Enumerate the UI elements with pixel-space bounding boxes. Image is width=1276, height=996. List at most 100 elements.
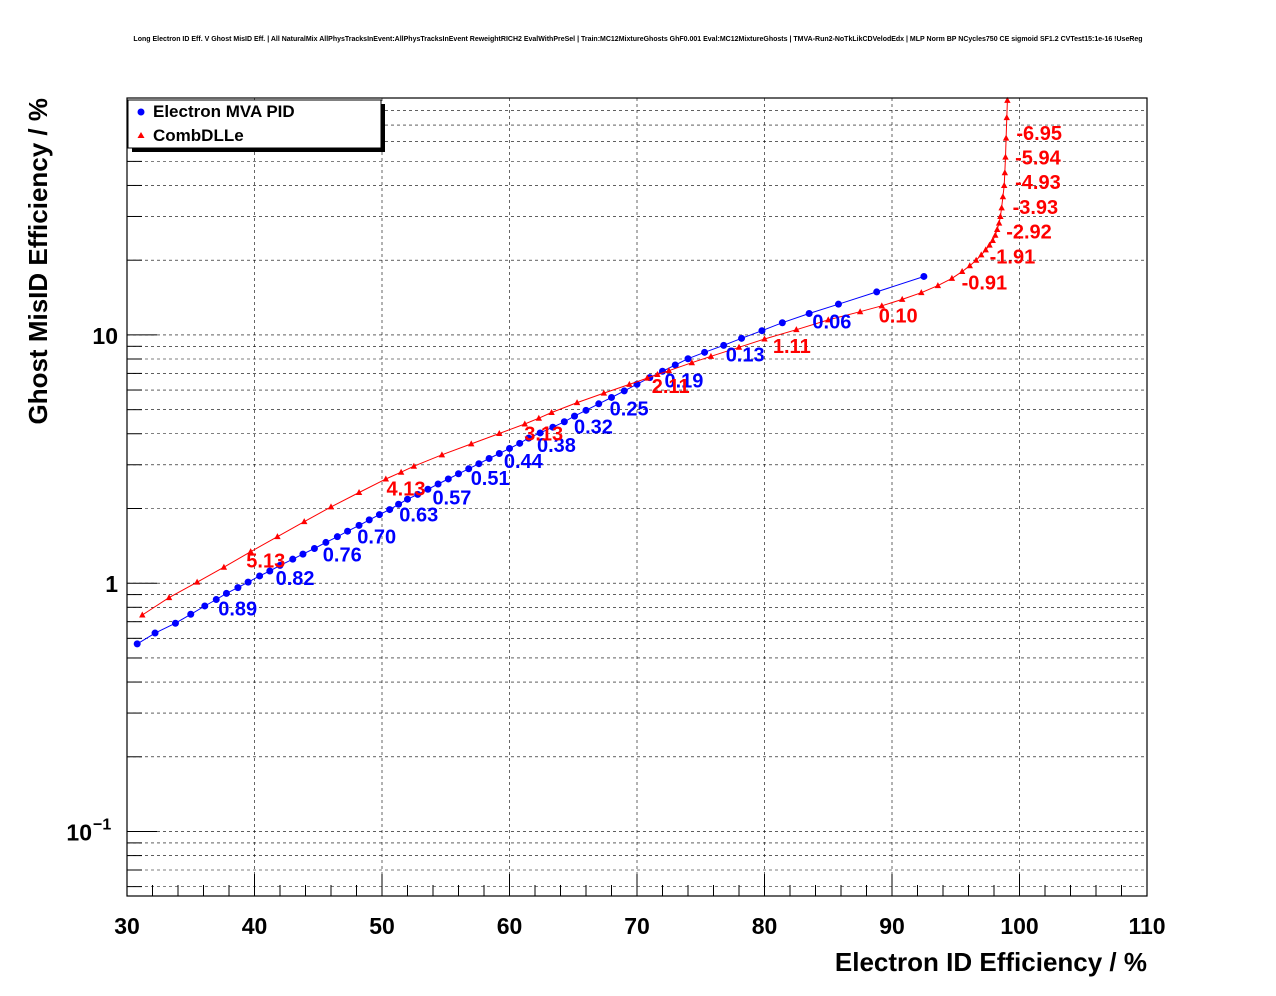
data-point: [222, 589, 230, 597]
annotation-layer: 0.89 0.82 0.760.700.630.570.510.440.380.32…: [218, 123, 1062, 621]
threshold-label: 0.76: [323, 544, 362, 566]
data-point: [856, 308, 864, 315]
data-point: [688, 359, 696, 366]
data-point: [654, 370, 661, 377]
data-point: [920, 272, 928, 280]
data-point: [434, 480, 442, 488]
data-point: [525, 434, 533, 442]
threshold-label: -1.91: [990, 246, 1036, 268]
data-point: [582, 406, 590, 414]
legend: Electron MVA PID CombDLLe: [127, 99, 385, 152]
x-tick-label: 40: [242, 913, 268, 939]
y-tick-label-group: 10 −1: [66, 817, 111, 846]
y-tick-label-group: 10: [92, 323, 118, 349]
x-tick-label: 110: [1128, 913, 1165, 939]
series-layer: [133, 96, 1011, 648]
chart-title: Long Electron ID Eff. V Ghost MisID Eff.…: [133, 36, 1142, 43]
data-point: [327, 503, 335, 510]
data-point: [701, 348, 709, 356]
data-point: [758, 327, 766, 335]
x-tick-label: 80: [752, 913, 778, 939]
data-point: [735, 343, 743, 350]
data-point: [301, 518, 308, 525]
threshold-label: -3.93: [1013, 197, 1059, 219]
series-electron-mva-pid: [133, 272, 928, 648]
data-point: [1002, 134, 1010, 141]
data-point: [620, 387, 628, 395]
data-point: [201, 602, 209, 610]
threshold-label: 3.13: [524, 424, 563, 446]
data-point: [999, 193, 1007, 200]
threshold-label: 0.19: [665, 370, 704, 392]
legend-box: [127, 99, 382, 149]
data-point: [193, 578, 201, 585]
y-axis-label: Ghost MisID Efficiency / %: [23, 98, 53, 425]
threshold-label: 0.63: [399, 504, 438, 526]
data-point: [899, 295, 906, 302]
data-point: [151, 629, 159, 637]
data-point: [414, 490, 422, 498]
data-point: [958, 268, 966, 275]
x-tick-label: 100: [1000, 913, 1038, 939]
data-point: [535, 414, 543, 421]
data-point: [386, 506, 394, 514]
data-point: [972, 256, 980, 263]
series-line: [136, 276, 925, 645]
data-point: [495, 450, 503, 458]
legend-label-mva: Electron MVA PID: [153, 102, 295, 121]
data-point: [998, 204, 1005, 211]
data-point: [986, 241, 993, 248]
data-point: [595, 400, 603, 408]
data-point: [948, 274, 956, 281]
data-point: [608, 393, 615, 401]
data-point: [355, 488, 363, 495]
threshold-label: 1.11: [773, 336, 811, 358]
legend-label-dlle: CombDLLe: [153, 126, 244, 145]
data-point: [873, 288, 881, 296]
data-point: [992, 231, 999, 238]
data-point: [247, 548, 254, 555]
data-point: [344, 527, 352, 535]
x-axis-label: Electron ID Efficiency / %: [835, 947, 1147, 977]
data-point: [720, 341, 728, 349]
data-point: [989, 237, 996, 244]
data-point: [1003, 114, 1010, 121]
data-point: [966, 262, 973, 269]
threshold-label: 0.38: [537, 435, 576, 457]
data-point: [982, 246, 989, 253]
threshold-label: 0.13: [726, 344, 765, 366]
threshold-label: 0.70: [357, 526, 396, 548]
x-tick-label: 70: [624, 913, 650, 939]
threshold-label: -0.91: [962, 272, 1008, 294]
data-point: [139, 611, 146, 618]
data-point: [549, 423, 557, 431]
threshold-label: 0.89: [218, 598, 257, 620]
threshold-label: -2.92: [1006, 221, 1052, 243]
data-point: [424, 485, 432, 493]
threshold-label: -4.93: [1015, 172, 1061, 194]
data-point: [333, 533, 341, 541]
data-point: [187, 610, 195, 618]
data-point: [1001, 169, 1009, 176]
data-point: [355, 521, 363, 529]
threshold-label: 4.13: [387, 478, 426, 500]
threshold-label: 0.06: [812, 312, 851, 334]
data-point: [244, 578, 252, 586]
y-tick-label: 10: [92, 323, 118, 349]
data-point: [1001, 181, 1008, 188]
threshold-label: 2.11: [652, 376, 690, 398]
data-point: [276, 561, 284, 569]
data-point: [516, 439, 524, 447]
data-point: [397, 468, 405, 475]
data-point: [536, 429, 544, 437]
data-point: [878, 302, 885, 309]
x-tick-label: 90: [879, 913, 905, 939]
data-point: [256, 572, 264, 580]
threshold-label: 0.57: [432, 487, 471, 509]
data-point: [571, 412, 579, 420]
data-point: [665, 367, 673, 374]
data-point: [171, 619, 179, 627]
data-point: [1004, 96, 1011, 103]
y-tick-label: 1: [105, 571, 118, 597]
